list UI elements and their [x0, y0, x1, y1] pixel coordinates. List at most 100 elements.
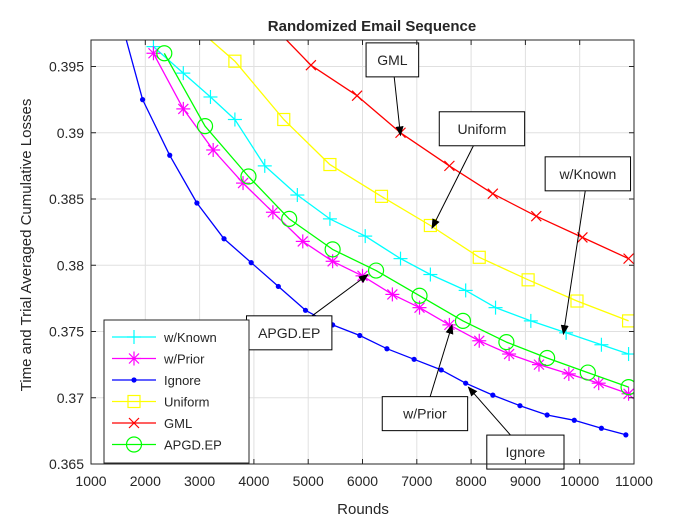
- annotation-box: [381, 396, 469, 432]
- x-tick-label: 10000: [560, 473, 599, 489]
- data-point: [423, 267, 438, 282]
- legend-marker: [131, 377, 137, 383]
- data-point: [521, 273, 535, 287]
- marker-stroke: [411, 287, 428, 304]
- data-point: [367, 262, 385, 279]
- data-point: [561, 366, 576, 381]
- marker-stroke: [125, 436, 143, 453]
- y-tick-label: 0.365: [49, 456, 84, 472]
- data-point: [156, 45, 173, 62]
- annotation-box: [365, 42, 420, 78]
- legend-label: Ignore: [164, 373, 201, 388]
- annotation-w-known: w/Known: [544, 156, 632, 336]
- marker-stroke: [623, 253, 634, 265]
- data-point: [176, 101, 191, 116]
- data-point: [206, 142, 221, 157]
- y-axis-label: Time and Trial Averaged Cumulative Losse…: [18, 99, 35, 392]
- data-point: [621, 347, 634, 362]
- x-tick-label: 6000: [347, 473, 378, 489]
- marker-stroke: [498, 334, 515, 351]
- data-point: [621, 314, 634, 328]
- data-point: [323, 157, 337, 172]
- marker-stroke: [374, 189, 389, 203]
- data-point: [530, 210, 542, 222]
- marker-stroke: [411, 356, 417, 362]
- data-point: [305, 59, 317, 71]
- marker-stroke: [544, 412, 550, 418]
- data-point: [290, 188, 305, 203]
- marker-stroke: [438, 367, 444, 373]
- data-point: [194, 200, 200, 206]
- marker-stroke: [598, 425, 605, 431]
- x-tick-label: 3000: [184, 473, 215, 489]
- marker-stroke: [621, 314, 634, 328]
- annotation-arrow: [431, 145, 474, 230]
- data-point: [240, 168, 257, 185]
- annotation-box: [438, 111, 526, 147]
- marker-stroke: [131, 377, 137, 383]
- annotation-arrow: [429, 323, 454, 397]
- marker-stroke: [443, 160, 455, 172]
- series-apgd-ep: [156, 45, 634, 396]
- marker-stroke: [128, 353, 140, 364]
- series-line: [210, 40, 629, 322]
- data-point: [374, 189, 389, 203]
- legend-entry: Uniform: [112, 395, 210, 410]
- legend-entry: GML: [112, 416, 192, 431]
- marker-stroke: [302, 307, 309, 313]
- x-tick-label: 4000: [238, 473, 269, 489]
- marker-stroke: [576, 232, 588, 243]
- data-point: [598, 425, 605, 431]
- data-point: [196, 118, 214, 135]
- marker-stroke: [267, 206, 279, 218]
- annotation-arrow: [560, 190, 586, 336]
- marker-stroke: [472, 250, 486, 264]
- series-w-known: [146, 40, 634, 362]
- annotation-arrow: [467, 386, 511, 436]
- data-point: [472, 333, 487, 348]
- data-point: [517, 403, 523, 409]
- marker-stroke: [384, 346, 390, 352]
- marker-stroke: [156, 45, 173, 62]
- series-layer: [125, 40, 634, 438]
- data-point: [295, 234, 310, 249]
- annotation-label: w/Prior: [402, 406, 447, 422]
- data-point: [571, 417, 577, 423]
- data-point: [227, 112, 242, 127]
- marker-stroke: [196, 118, 214, 135]
- marker-stroke: [327, 255, 339, 267]
- series-line: [152, 46, 629, 355]
- data-point: [281, 210, 298, 227]
- legend-marker: [128, 417, 140, 429]
- x-tick-label: 11000: [615, 473, 653, 489]
- data-point: [358, 229, 373, 244]
- marker-stroke: [177, 103, 189, 115]
- marker-stroke: [490, 392, 496, 398]
- data-point: [442, 317, 457, 332]
- data-point: [443, 160, 455, 172]
- legend-entry: w/Prior: [112, 351, 205, 367]
- data-point: [355, 268, 370, 283]
- y-tick-label: 0.37: [57, 390, 84, 406]
- annotation-arrow: [393, 76, 404, 137]
- data-point: [523, 313, 538, 328]
- marker-stroke: [517, 403, 523, 409]
- data-point: [325, 254, 340, 269]
- series-ignore: [125, 40, 629, 438]
- marker-stroke: [148, 47, 159, 59]
- data-point: [302, 307, 309, 313]
- annotation-gml: GML: [365, 42, 420, 137]
- annotation-label: GML: [377, 52, 408, 68]
- chart-title: Randomized Email Sequence: [268, 18, 476, 35]
- data-point: [257, 158, 272, 173]
- annotation-label: Ignore: [506, 444, 546, 460]
- marker-stroke: [127, 394, 141, 409]
- marker-stroke: [620, 379, 634, 396]
- marker-stroke: [275, 283, 281, 290]
- data-point: [357, 332, 363, 339]
- data-point: [458, 283, 473, 298]
- legend-label: w/Prior: [163, 352, 205, 367]
- marker-stroke: [487, 188, 499, 200]
- marker-stroke: [297, 235, 309, 247]
- data-point: [322, 211, 337, 226]
